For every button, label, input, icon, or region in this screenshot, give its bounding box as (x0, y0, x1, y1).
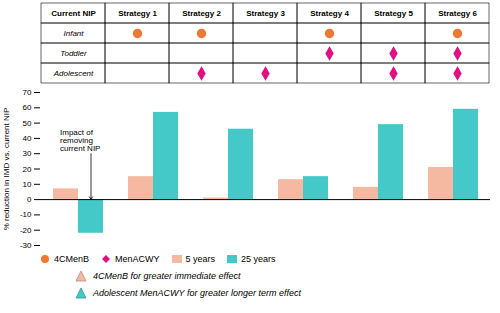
svg-text:60: 60 (23, 103, 32, 112)
svg-text:Strategy 1: Strategy 1 (118, 9, 157, 18)
svg-text:20: 20 (23, 165, 32, 174)
svg-text:0: 0 (27, 195, 32, 204)
html-text:4CMenB for greater immediate e: 4CMenB for greater immediate effect (93, 270, 241, 281)
svg-text:Strategy 5: Strategy 5 (374, 9, 413, 18)
svg-text:Toddler: Toddler (60, 49, 87, 58)
html-text:25 years: 25 years (241, 254, 276, 264)
svg-text:Strategy 3: Strategy 3 (246, 9, 285, 18)
svg-text:Strategy 6: Strategy 6 (438, 9, 477, 18)
html-text:4CMenB: 4CMenB (54, 254, 89, 264)
svg-text:Current NIP: Current NIP (51, 9, 96, 18)
svg-text:-20: -20 (20, 226, 32, 235)
html-text:Adolescent MenACWY for greater: Adolescent MenACWY for greater longer te… (93, 287, 301, 298)
svg-text:-10: -10 (20, 210, 32, 219)
svg-text:70: 70 (23, 88, 32, 97)
svg-text:Impact ofremovingcurrent NIP: Impact ofremovingcurrent NIP (60, 128, 100, 153)
svg-text:-30: -30 (20, 241, 32, 250)
svg-text:50: 50 (23, 119, 32, 128)
svg-text:40: 40 (23, 134, 32, 143)
svg-text:Strategy 4: Strategy 4 (310, 9, 349, 18)
svg-text:Infant: Infant (63, 29, 84, 38)
svg-text:Adolescent: Adolescent (53, 69, 94, 78)
html-text:5 years: 5 years (185, 254, 215, 264)
svg-text:% reduction in IMD vs. current: % reduction in IMD vs. current NIP (2, 108, 11, 231)
html-text:MenACWY: MenACWY (115, 254, 160, 264)
svg-text:10: 10 (23, 180, 32, 189)
svg-text:30: 30 (23, 149, 32, 158)
svg-text:Strategy 2: Strategy 2 (182, 9, 221, 18)
